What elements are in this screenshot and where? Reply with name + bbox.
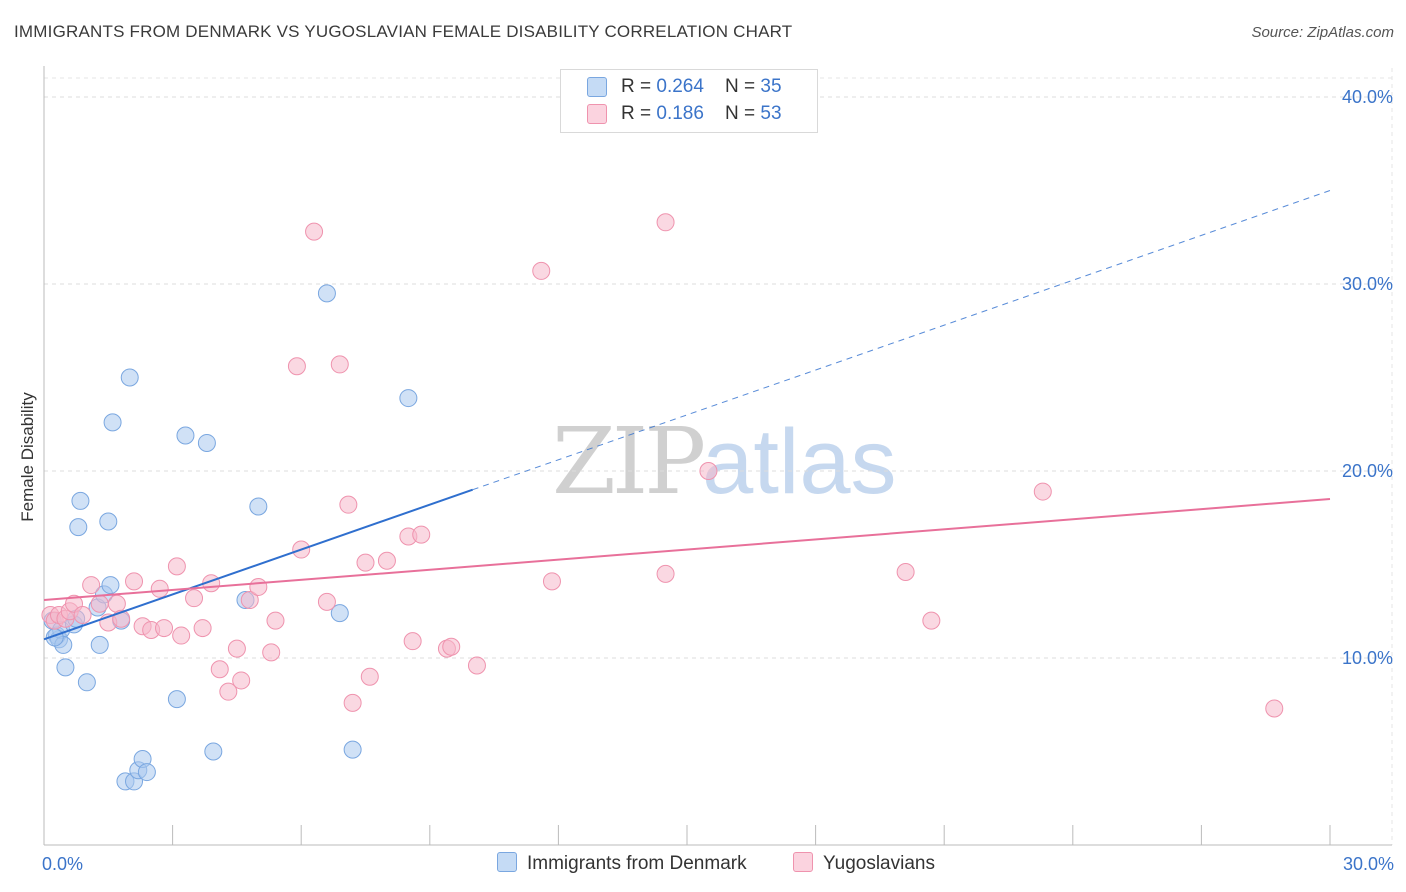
y-axis-label: Female Disability xyxy=(18,392,37,522)
point-yugoslavian xyxy=(172,626,191,645)
point-denmark xyxy=(176,426,195,445)
point-denmark xyxy=(197,433,216,452)
point-denmark xyxy=(120,368,139,387)
point-yugoslavian xyxy=(442,637,461,656)
point-yugoslavian xyxy=(125,572,144,591)
point-yugoslavian xyxy=(356,553,375,572)
point-yugoslavian xyxy=(107,594,126,613)
legend-r-value: 0.186 xyxy=(656,103,704,124)
source-credit: Source: ZipAtlas.com xyxy=(1251,24,1394,41)
series-label-denmark: Immigrants from Denmark xyxy=(527,853,747,874)
point-yugoslavian xyxy=(266,611,285,630)
point-yugoslavian xyxy=(699,462,718,480)
point-denmark xyxy=(249,497,268,516)
point-yugoslavian xyxy=(922,611,941,630)
x-tick-label: 30.0% xyxy=(1343,854,1394,874)
legend-n-label: N = xyxy=(725,103,761,124)
series-swatch-yugoslavians xyxy=(793,852,813,872)
point-yugoslavian xyxy=(150,579,169,598)
point-yugoslavian xyxy=(287,357,306,376)
point-yugoslavian xyxy=(249,577,268,596)
series-legend-denmark: Immigrants from Denmark xyxy=(497,852,747,875)
point-yugoslavian xyxy=(1265,699,1284,718)
point-yugoslavian xyxy=(542,572,561,591)
point-yugoslavian xyxy=(210,660,229,679)
point-yugoslavian xyxy=(467,656,486,675)
point-denmark xyxy=(330,604,349,623)
point-yugoslavian xyxy=(896,562,915,581)
point-yugoslavian xyxy=(656,564,675,583)
point-denmark xyxy=(317,284,336,303)
point-yugoslavian xyxy=(73,605,92,624)
watermark-atlas: atlas xyxy=(702,411,897,513)
trendline-denmark xyxy=(43,488,473,641)
point-denmark xyxy=(137,763,156,782)
point-yugoslavian xyxy=(412,525,431,544)
point-denmark xyxy=(167,690,186,709)
point-yugoslavian xyxy=(232,671,251,690)
point-denmark xyxy=(77,673,96,692)
legend-r-label: R = xyxy=(621,76,657,97)
legend-swatch-yugoslavians xyxy=(587,104,607,124)
y-tick-label: 40.0% xyxy=(1342,87,1393,107)
series-legend-yugoslavians: Yugoslavians xyxy=(793,852,935,875)
point-yugoslavian xyxy=(240,591,259,610)
point-yugoslavian xyxy=(360,667,379,686)
point-yugoslavian xyxy=(82,576,101,595)
point-yugoslavian xyxy=(656,213,675,232)
correlation-legend: R = 0.264 N = 35 R = 0.186 N = 53 xyxy=(560,69,818,133)
y-tick-label: 30.0% xyxy=(1342,274,1393,294)
legend-n-value: 53 xyxy=(760,103,782,124)
point-yugoslavian xyxy=(330,355,349,374)
point-denmark xyxy=(90,635,109,654)
trendline-denmark-extension xyxy=(472,190,1331,491)
point-yugoslavian xyxy=(339,495,358,514)
legend-text-denmark: R = 0.264 N = 35 xyxy=(621,76,782,98)
chart-title: IMMIGRANTS FROM DENMARK VS YUGOSLAVIAN F… xyxy=(14,22,793,41)
point-yugoslavian xyxy=(377,551,396,570)
point-yugoslavian xyxy=(185,589,204,608)
point-yugoslavian xyxy=(1033,482,1052,501)
point-denmark xyxy=(399,389,418,408)
trendline-yugoslavian xyxy=(43,498,1331,602)
point-yugoslavian xyxy=(167,557,186,576)
y-tick-label: 20.0% xyxy=(1342,461,1393,481)
point-yugoslavian xyxy=(193,619,212,638)
point-yugoslavian xyxy=(219,682,238,701)
series-label-yugoslavians: Yugoslavians xyxy=(823,853,935,874)
legend-r-label: R = xyxy=(621,103,657,124)
point-denmark xyxy=(103,413,122,432)
point-denmark xyxy=(71,491,90,510)
watermark: ZIPatlas xyxy=(552,408,897,515)
legend-r-value: 0.264 xyxy=(656,76,704,97)
point-yugoslavian xyxy=(532,261,551,280)
point-yugoslavian xyxy=(403,632,422,651)
point-denmark xyxy=(343,740,362,759)
point-yugoslavian xyxy=(305,222,324,241)
legend-n-label: N = xyxy=(725,76,761,97)
point-yugoslavian xyxy=(317,592,336,611)
point-denmark xyxy=(99,512,118,531)
point-denmark xyxy=(56,658,75,677)
point-yugoslavian xyxy=(343,693,362,712)
legend-text-yugoslavians: R = 0.186 N = 53 xyxy=(621,103,782,125)
point-yugoslavian xyxy=(227,639,246,658)
y-tick-label: 10.0% xyxy=(1342,648,1393,668)
x-tick-label: 0.0% xyxy=(42,854,83,874)
point-yugoslavian xyxy=(262,643,281,662)
series-swatch-denmark xyxy=(497,852,517,872)
point-denmark xyxy=(101,576,120,595)
point-yugoslavian xyxy=(90,594,109,613)
watermark-zip: ZIP xyxy=(552,408,706,515)
legend-swatch-denmark xyxy=(587,77,607,97)
legend-n-value: 35 xyxy=(760,76,782,97)
point-denmark xyxy=(69,518,88,537)
point-yugoslavian xyxy=(155,619,174,638)
point-denmark xyxy=(204,742,223,761)
